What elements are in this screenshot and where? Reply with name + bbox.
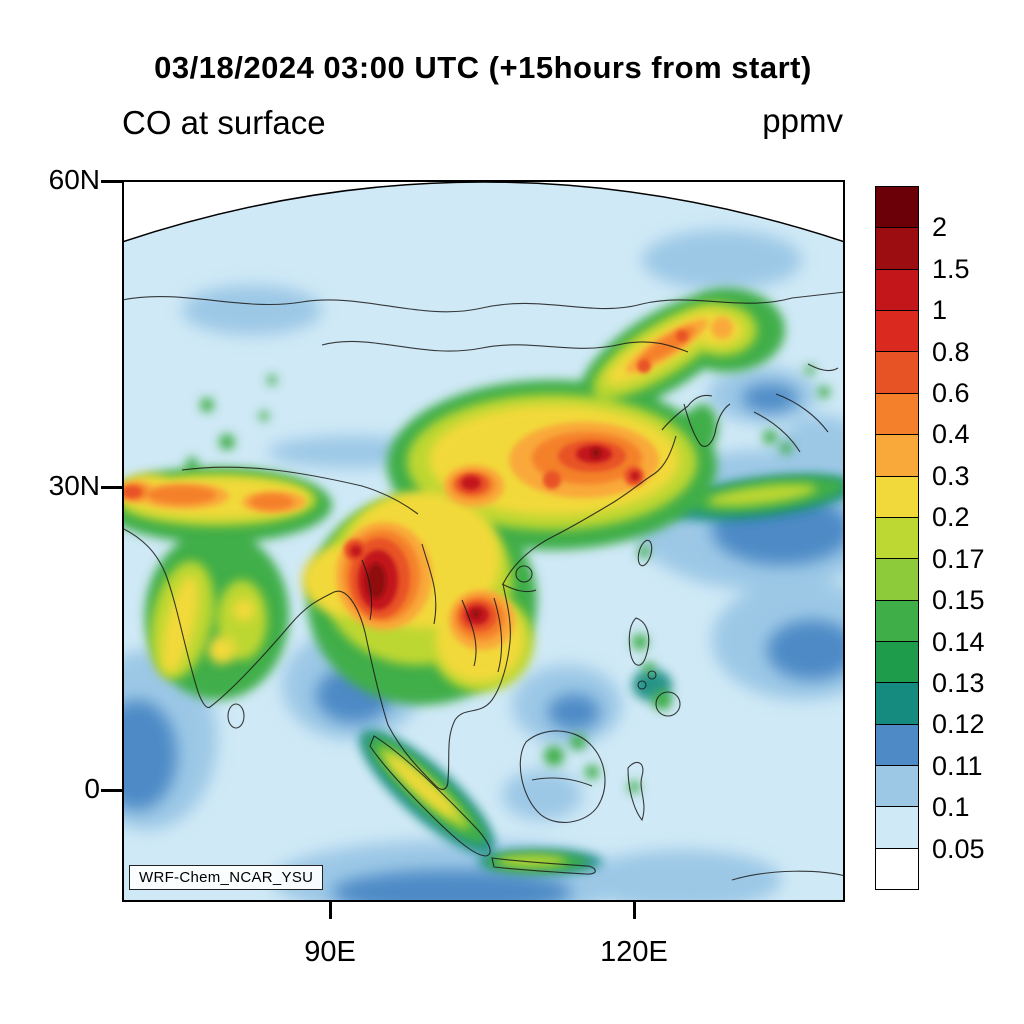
colorbar-level-label: 0.05 [932, 833, 985, 864]
plot-frame [122, 180, 845, 902]
y-tick-label-30n: 30N [48, 470, 100, 501]
colorbar-cell [876, 392, 918, 435]
colorbar-level-label: 1.5 [932, 253, 970, 284]
y-tick-label-60n: 60N [48, 164, 100, 195]
colorbar-level-label: 0.8 [932, 336, 970, 367]
colorbar-level-label: 0.11 [932, 750, 983, 781]
colorbar-level-label: 0.13 [932, 667, 985, 698]
colorbar-cell [876, 187, 918, 228]
map-panel [122, 180, 845, 902]
x-tick-mark [329, 902, 332, 919]
variable-label: CO at surface [122, 104, 326, 141]
colorbar-level-label: 0.1 [932, 792, 970, 823]
colorbar-level-label: 0.4 [932, 419, 970, 450]
colorbar-cell [876, 434, 918, 476]
colorbar-cell [876, 475, 918, 517]
x-tick-label-90e: 90E [304, 936, 356, 968]
colorbar-cell [876, 310, 918, 352]
colorbar-level-label: 0.2 [932, 502, 970, 533]
colorbar-cell [876, 640, 918, 683]
y-tick-mark [101, 486, 122, 489]
coastlines [122, 291, 845, 881]
colorbar-level-label: 1 [932, 295, 948, 326]
colorbar-level-label: 0.3 [932, 460, 970, 491]
colorbar-cell [876, 351, 918, 393]
colorbar-cell [876, 268, 918, 311]
colorbar-level-label: 0.15 [932, 585, 985, 616]
colorbar-level-label: 0.14 [932, 626, 985, 657]
colorbar-cell [876, 599, 918, 641]
x-tick-label-120e: 120E [600, 936, 668, 968]
units-label: ppmv [762, 102, 843, 139]
model-watermark: WRF-Chem_NCAR_YSU [129, 865, 324, 890]
y-tick-mark [101, 789, 122, 792]
colorbar-cell [876, 682, 918, 724]
colorbar-cell [876, 558, 918, 600]
colorbar-cell [876, 765, 918, 807]
colorbar [875, 186, 919, 890]
y-tick-label-0: 0 [84, 773, 100, 804]
colorbar-level-label: 0.17 [932, 543, 985, 574]
x-tick-mark [633, 902, 636, 919]
colorbar-cell [876, 723, 918, 766]
colorbar-cell [876, 516, 918, 559]
out-of-domain-mask [122, 180, 845, 242]
y-tick-mark [101, 180, 122, 183]
plot-title: 03/18/2024 03:00 UTC (+15hours from star… [154, 50, 812, 85]
map-canvas [122, 180, 845, 902]
colorbar-cell [876, 847, 918, 890]
colorbar-level-label: 0.6 [932, 378, 970, 409]
colorbar-cell [876, 227, 918, 269]
colorbar-level-label: 2 [932, 212, 948, 243]
colorbar-cell [876, 806, 918, 848]
colorbar-level-label: 0.12 [932, 709, 985, 740]
